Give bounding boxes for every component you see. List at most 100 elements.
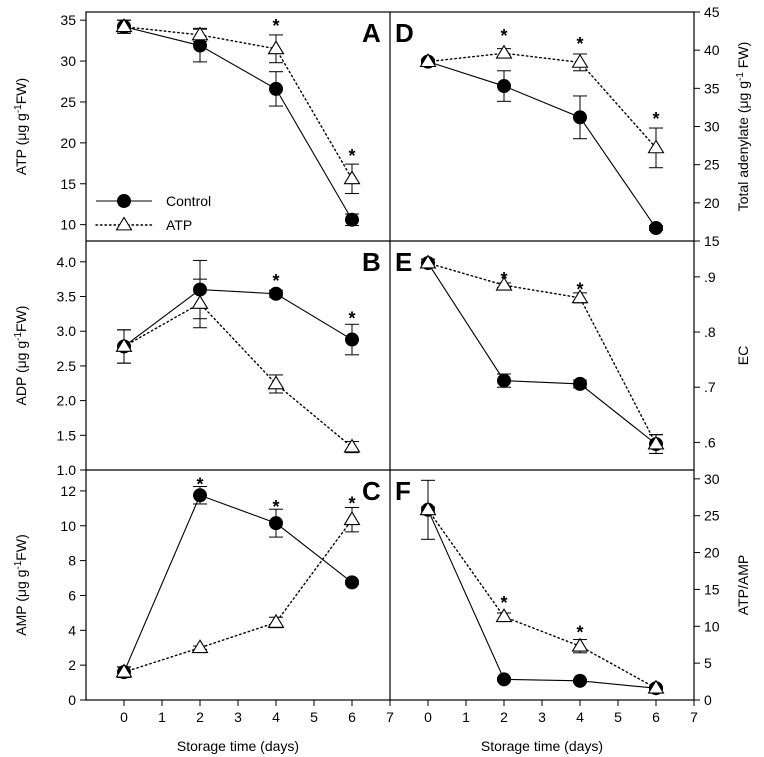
data-point-control bbox=[573, 376, 587, 391]
data-point-control bbox=[269, 516, 283, 531]
data-point-control bbox=[345, 332, 359, 347]
y-axis-title: ATP/AMP bbox=[735, 555, 751, 615]
y-tick-label: 4 bbox=[68, 622, 76, 638]
significance-star: * bbox=[576, 622, 583, 642]
y-axis-title: ATP (μg g-1FW) bbox=[13, 78, 30, 175]
y-tick-label: 35 bbox=[60, 12, 76, 28]
data-point-control bbox=[269, 81, 283, 96]
y-tick-label: 2 bbox=[68, 657, 76, 673]
y-axis-title-part: ADP (μg g bbox=[13, 341, 29, 406]
x-tick-label: 5 bbox=[310, 709, 318, 725]
y-tick-label: 6 bbox=[68, 587, 76, 603]
y-tick-label: .6 bbox=[704, 434, 716, 450]
panel-letter: E bbox=[395, 247, 412, 277]
y-tick-label: .8 bbox=[704, 324, 716, 340]
y-tick-label: 0 bbox=[704, 692, 712, 708]
data-point-atp bbox=[647, 435, 665, 450]
panel-letter: D bbox=[395, 18, 414, 48]
data-point-atp bbox=[571, 53, 589, 68]
legend-label-control: Control bbox=[166, 193, 211, 209]
data-point-atp bbox=[191, 26, 209, 41]
data-point-control bbox=[497, 672, 511, 687]
series-line-atp bbox=[427, 509, 657, 689]
panel-letter: A bbox=[362, 18, 381, 48]
significance-star: * bbox=[576, 280, 583, 300]
y-tick-label: 25 bbox=[704, 157, 720, 173]
y-axis-title: AMP (μg g-1FW) bbox=[13, 534, 30, 636]
y-tick-label: 30 bbox=[60, 53, 76, 69]
significance-star: * bbox=[272, 16, 279, 36]
series-line-atp bbox=[123, 518, 353, 673]
data-point-atp bbox=[267, 613, 285, 628]
x-tick-label: 4 bbox=[576, 709, 584, 725]
x-tick-label: 6 bbox=[652, 709, 660, 725]
y-axis-title-part: Total adenylate (μg g bbox=[735, 81, 751, 211]
y-tick-label: 3.5 bbox=[57, 289, 77, 305]
series-line-atp bbox=[427, 262, 657, 445]
x-tick-label: 2 bbox=[500, 709, 508, 725]
panel-letter: F bbox=[395, 476, 411, 506]
panel-frames bbox=[85, 11, 695, 701]
panel-letter: B bbox=[362, 247, 381, 277]
y-axis-title-part: FW) bbox=[13, 306, 29, 332]
x-tick-label: 2 bbox=[196, 709, 204, 725]
data-point-atp bbox=[343, 170, 361, 185]
significance-star: * bbox=[500, 593, 507, 613]
significance-star: * bbox=[272, 271, 279, 291]
y-axis-title-superscript: -1 bbox=[13, 104, 24, 113]
y-tick-label: 30 bbox=[704, 471, 720, 487]
y-tick-label: 45 bbox=[704, 4, 720, 20]
significance-star: * bbox=[500, 269, 507, 289]
y-axis-title-superscript: -1 bbox=[735, 72, 746, 81]
x-tick-label: 7 bbox=[386, 709, 394, 725]
x-tick-label: 3 bbox=[234, 709, 242, 725]
data-point-atp bbox=[571, 637, 589, 652]
data-point-atp bbox=[495, 44, 513, 59]
y-tick-label: 4.0 bbox=[57, 254, 77, 270]
y-tick-label: 35 bbox=[704, 80, 720, 96]
x-tick-label: 3 bbox=[538, 709, 546, 725]
x-tick-label: 6 bbox=[348, 709, 356, 725]
y-tick-label: 2.5 bbox=[57, 358, 77, 374]
x-axis-title: Storage time (days) bbox=[481, 738, 603, 754]
data-point-atp bbox=[267, 375, 285, 390]
y-axis-title-part: FW) bbox=[13, 78, 29, 104]
y-tick-label: 12 bbox=[60, 483, 76, 499]
panel-a: 10 15 20 25 30 35 ATP (μg g-1FW) A * * bbox=[13, 12, 382, 232]
series-line-atp bbox=[123, 26, 353, 180]
y-tick-label: 0 bbox=[68, 692, 76, 708]
data-point-atp bbox=[571, 289, 589, 304]
y-tick-label: 25 bbox=[704, 508, 720, 524]
x-axis-title: Storage time (days) bbox=[177, 738, 299, 754]
y-tick-label: 8 bbox=[68, 553, 76, 569]
data-point-atp bbox=[343, 438, 361, 453]
significance-star: * bbox=[576, 34, 583, 54]
data-point-atp bbox=[191, 294, 209, 309]
y-tick-label: 20 bbox=[704, 195, 720, 211]
x-tick-label: 5 bbox=[614, 709, 622, 725]
legend: Control ATP bbox=[95, 193, 211, 233]
series-line-control bbox=[427, 61, 657, 229]
y-tick-label: 5 bbox=[704, 655, 712, 671]
data-point-atp bbox=[115, 337, 133, 352]
data-point-control bbox=[573, 110, 587, 125]
y-tick-label: .7 bbox=[704, 379, 716, 395]
x-tick-label: 7 bbox=[690, 709, 698, 725]
legend-marker-control bbox=[117, 194, 131, 208]
series-line-control bbox=[123, 26, 353, 221]
data-point-atp bbox=[419, 53, 437, 68]
y-tick-label: .9 bbox=[704, 269, 716, 285]
legend-label-atp: ATP bbox=[166, 217, 192, 233]
y-tick-label: 3.0 bbox=[57, 323, 77, 339]
x-tick-label: 0 bbox=[120, 709, 128, 725]
y-axis-title: EC bbox=[735, 346, 751, 365]
data-point-control bbox=[497, 79, 511, 94]
x-tick-label: 1 bbox=[158, 709, 166, 725]
data-point-atp bbox=[115, 18, 133, 33]
y-tick-label: 30 bbox=[704, 119, 720, 135]
panel-d: 15 20 25 30 35 40 45 Total adenylate (μg g-1 FW… bbox=[395, 4, 751, 249]
x-tick-label: 0 bbox=[424, 709, 432, 725]
y-tick-label: 20 bbox=[704, 545, 720, 561]
y-axis-title: ADP (μg g-1FW) bbox=[13, 306, 30, 406]
